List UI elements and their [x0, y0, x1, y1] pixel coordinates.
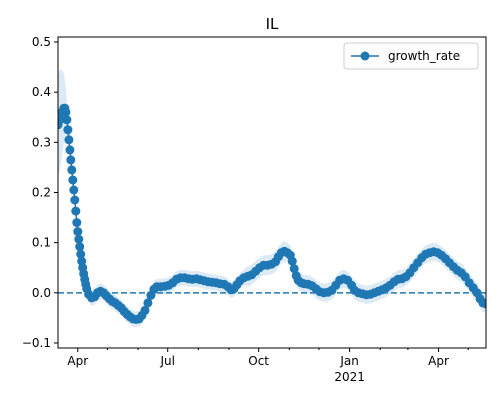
y-tick-label: 0.2: [32, 186, 51, 200]
data-point: [65, 145, 75, 155]
data-point: [67, 165, 77, 175]
data-point: [76, 249, 86, 259]
data-point: [68, 175, 78, 185]
data-point: [140, 305, 150, 315]
data-point: [75, 242, 85, 252]
series-layer: [58, 103, 486, 324]
data-point: [70, 195, 80, 205]
plot-area: [58, 69, 486, 328]
data-point: [62, 115, 72, 125]
y-tick-label: 0.0: [32, 286, 51, 300]
y-tick-label: 0.4: [32, 85, 51, 99]
x-tick-label: Apr: [67, 354, 88, 368]
data-point: [66, 155, 76, 165]
y-axis: −0.1 0.0 0.1 0.2 0.3 0.4 0.5: [22, 35, 58, 350]
legend-box: [343, 42, 479, 70]
growth-rate-line: [58, 107, 486, 321]
legend-label: growth_rate: [388, 49, 460, 63]
data-point: [72, 218, 82, 228]
data-point: [481, 299, 486, 309]
y-tick-label: 0.3: [32, 135, 51, 149]
data-point: [74, 234, 84, 244]
confidence-band: [58, 69, 486, 328]
x-tick-year-label: 2021: [334, 370, 365, 384]
data-point: [61, 107, 71, 117]
data-point: [58, 115, 65, 125]
x-tick-label: Oct: [248, 354, 269, 368]
y-tick-label: −0.1: [22, 336, 51, 350]
y-tick-label: 0.5: [32, 35, 51, 49]
data-point: [63, 125, 73, 135]
legend-marker-swatch: [360, 51, 370, 61]
x-tick-label: Jul: [159, 354, 174, 368]
data-point: [289, 264, 299, 274]
chart-title: IL: [266, 15, 279, 33]
data-point: [287, 256, 297, 266]
data-point: [143, 298, 153, 308]
legend: growth_rate: [343, 42, 479, 70]
x-tick-label: Jan: [339, 354, 359, 368]
data-point: [73, 227, 83, 237]
data-point: [64, 135, 74, 145]
y-tick-label: 0.1: [32, 236, 51, 250]
confidence-band-layer: [58, 69, 486, 328]
x-tick-label: Apr: [428, 354, 449, 368]
x-axis: Apr Jul Oct Jan 2021 Apr: [67, 348, 469, 384]
data-point: [69, 185, 79, 195]
data-point: [71, 206, 81, 216]
